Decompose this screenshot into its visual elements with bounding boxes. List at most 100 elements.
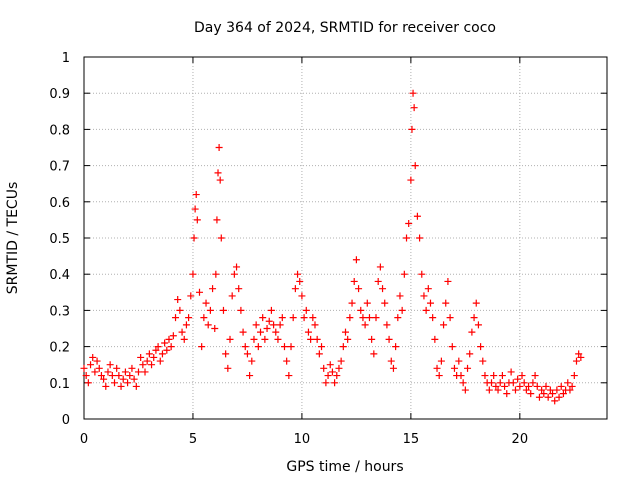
y-tick-label: 0.1 [49, 377, 70, 392]
data-point [100, 375, 108, 383]
data-point [485, 386, 493, 394]
data-point [202, 299, 210, 307]
data-point [128, 364, 136, 372]
data-point [413, 212, 421, 220]
data-point [283, 357, 291, 365]
data-point [546, 386, 554, 394]
data-point [559, 390, 567, 398]
data-point [104, 368, 112, 376]
data-point [385, 335, 393, 343]
data-point [348, 299, 356, 307]
data-point [261, 335, 269, 343]
data-point [257, 328, 265, 336]
data-point [187, 292, 195, 300]
data-point [403, 234, 411, 242]
data-point [472, 299, 480, 307]
data-point [313, 335, 321, 343]
data-point [355, 285, 363, 293]
data-point [542, 382, 550, 390]
data-point [195, 288, 203, 296]
data-point [551, 397, 559, 405]
y-tick-label: 0.4 [49, 268, 70, 283]
data-point [130, 375, 138, 383]
data-point [143, 357, 151, 365]
data-point [398, 306, 406, 314]
data-point [572, 357, 580, 365]
data-point [466, 350, 474, 358]
data-point [311, 321, 319, 329]
data-point [446, 314, 454, 322]
data-point [265, 317, 273, 325]
data-point [450, 364, 458, 372]
data-point [431, 335, 439, 343]
data-point [192, 191, 200, 199]
data-point [376, 263, 384, 271]
data-point [289, 314, 297, 322]
data-point [216, 176, 224, 184]
data-point [239, 328, 247, 336]
data-point [102, 382, 110, 390]
data-point [407, 176, 415, 184]
data-point [522, 386, 530, 394]
data-point [507, 368, 515, 376]
data-point [294, 270, 302, 278]
x-tick-labels: 0 5 10 15 20 [80, 432, 528, 447]
data-point [457, 372, 465, 380]
data-point [481, 372, 489, 380]
data-point [106, 361, 114, 369]
data-point [119, 375, 127, 383]
y-tick-label: 0.2 [49, 341, 70, 356]
data-point [217, 234, 225, 242]
data-point [503, 390, 511, 398]
data-point [291, 285, 299, 293]
data-point [514, 375, 522, 383]
data-point [191, 205, 199, 213]
data-point [165, 335, 173, 343]
data-point [309, 314, 317, 322]
data-point [394, 314, 402, 322]
data-point [89, 353, 97, 361]
data-point [296, 277, 304, 285]
data-point [267, 306, 275, 314]
data-point [241, 343, 249, 351]
data-point [424, 285, 432, 293]
data-point [161, 339, 169, 347]
data-point [115, 372, 123, 380]
data-point [158, 350, 166, 358]
data-point [219, 306, 227, 314]
data-point [298, 292, 306, 300]
data-point [363, 299, 371, 307]
data-point [228, 292, 236, 300]
data-point [525, 382, 533, 390]
data-point [442, 299, 450, 307]
data-point [577, 353, 585, 361]
data-point [213, 216, 221, 224]
data-point [148, 361, 156, 369]
data-point [324, 372, 332, 380]
data-point [474, 321, 482, 329]
data-point [84, 379, 92, 387]
data-point [448, 343, 456, 351]
data-point [477, 343, 485, 351]
data-point [346, 314, 354, 322]
data-point [137, 353, 145, 361]
data-point [575, 350, 583, 358]
data-point [389, 364, 397, 372]
data-point [250, 335, 258, 343]
x-axis-label: GPS time / hours [286, 459, 403, 475]
data-point [190, 234, 198, 242]
y-tick-labels: 0 0.1 0.2 0.3 0.4 0.5 0.6 0.7 0.8 0.9 1 [49, 51, 70, 428]
data-point [254, 343, 262, 351]
data-point [518, 372, 526, 380]
data-point [409, 89, 417, 97]
data-point [339, 343, 347, 351]
data-point [163, 346, 171, 354]
x-tick-label: 15 [403, 432, 420, 447]
data-point [87, 361, 95, 369]
data-point [531, 372, 539, 380]
data-point [246, 372, 254, 380]
data-point [237, 306, 245, 314]
data-point [494, 386, 502, 394]
data-point [533, 382, 541, 390]
data-point [152, 346, 160, 354]
